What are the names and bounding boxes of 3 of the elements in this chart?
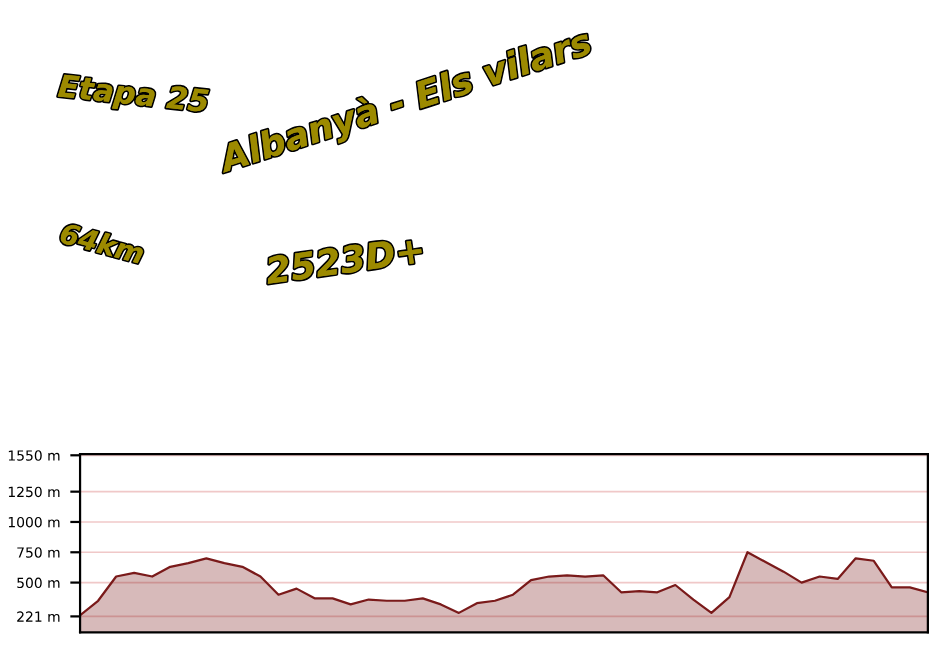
chart-title: Etapa 25	[57, 73, 209, 119]
text: 64km	[59, 221, 146, 265]
text: 2523D+	[264, 235, 424, 285]
